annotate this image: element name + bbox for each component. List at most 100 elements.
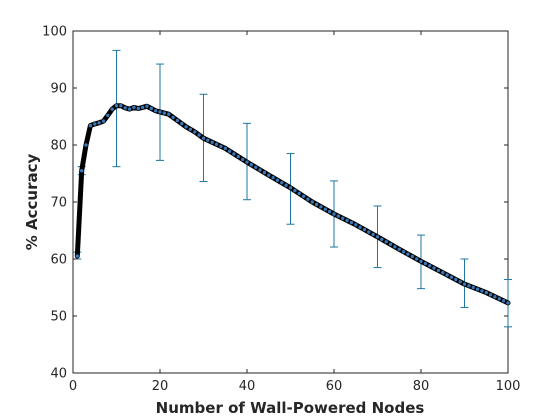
series-point xyxy=(380,237,384,241)
series-point xyxy=(232,152,236,156)
series-point xyxy=(428,264,432,268)
series-point xyxy=(484,290,488,295)
series-point xyxy=(140,105,145,110)
y-tick-label: 90 xyxy=(50,82,67,97)
series-point xyxy=(88,123,93,128)
x-tick-label: 0 xyxy=(69,379,77,394)
series-point xyxy=(410,254,414,259)
series-point xyxy=(449,275,454,279)
series-point xyxy=(227,149,232,153)
series-point xyxy=(384,240,388,244)
series-point xyxy=(158,110,162,114)
series-point xyxy=(101,119,106,123)
x-tick-label: 20 xyxy=(152,379,169,394)
series-point xyxy=(415,257,419,261)
y-tick-label: 70 xyxy=(50,196,67,211)
series-point xyxy=(354,223,358,227)
series-point xyxy=(106,113,110,118)
series-point xyxy=(80,169,84,173)
y-axis-ticks: 40 50 60 70 80 90 100 xyxy=(42,25,508,382)
series-point xyxy=(506,301,510,305)
series-point xyxy=(271,176,275,180)
series-point xyxy=(480,289,484,293)
series-point xyxy=(275,178,280,182)
series-point xyxy=(280,181,284,185)
x-axis-ticks: 0 20 40 60 80 100 xyxy=(69,31,521,394)
series-point xyxy=(462,282,467,286)
series-point xyxy=(336,214,340,218)
series-point xyxy=(162,111,166,115)
series-point xyxy=(254,165,258,169)
series-point xyxy=(436,268,441,273)
series-point xyxy=(488,293,493,297)
series-point xyxy=(188,127,193,131)
series-point xyxy=(127,107,132,111)
series-point xyxy=(119,104,123,108)
series-point xyxy=(245,160,249,164)
series-point xyxy=(314,202,319,207)
series-point xyxy=(445,273,449,277)
series-point xyxy=(284,183,288,187)
series-point xyxy=(110,107,114,111)
series-point xyxy=(236,154,240,159)
series-point xyxy=(345,218,349,223)
series-point xyxy=(371,232,375,237)
x-tick-label: 80 xyxy=(413,379,430,394)
y-tick-label: 50 xyxy=(50,310,67,325)
series-point xyxy=(319,205,323,209)
series-point xyxy=(184,125,188,129)
series-point xyxy=(93,122,97,126)
series-point xyxy=(201,136,206,140)
series-point xyxy=(262,170,267,175)
y-axis-label: % Accuracy xyxy=(23,154,41,251)
series-group xyxy=(74,103,511,306)
x-axis-label: Number of Wall-Powered Nodes xyxy=(156,399,425,417)
series-point xyxy=(249,163,253,167)
y-tick-label: 80 xyxy=(50,139,67,154)
series-point xyxy=(84,143,88,147)
series-point xyxy=(497,297,501,301)
series-point xyxy=(475,287,480,291)
series-point xyxy=(406,252,410,256)
series-point xyxy=(323,207,327,211)
series-point xyxy=(454,277,458,282)
series-point xyxy=(375,235,380,239)
series-point xyxy=(332,212,336,216)
series-point xyxy=(167,112,171,116)
series-point xyxy=(501,299,506,303)
series-point xyxy=(288,186,293,190)
series-point xyxy=(219,144,223,149)
series-point xyxy=(206,138,210,142)
series-point xyxy=(341,216,345,220)
series-point xyxy=(297,191,301,196)
series-point xyxy=(145,104,149,108)
series-point xyxy=(114,104,119,108)
series-point xyxy=(349,220,354,225)
series-point xyxy=(419,259,423,263)
series-point xyxy=(267,173,271,177)
series-point xyxy=(136,106,140,111)
series-point xyxy=(467,284,471,288)
series-point xyxy=(149,106,153,111)
series-point xyxy=(197,133,201,137)
series-point xyxy=(362,227,367,232)
series-point xyxy=(301,194,306,198)
x-tick-label: 100 xyxy=(496,379,521,394)
series-point xyxy=(432,266,436,270)
series-point xyxy=(154,109,158,113)
y-tick-label: 100 xyxy=(42,25,67,40)
x-tick-label: 40 xyxy=(239,379,256,394)
series-point xyxy=(123,106,127,110)
series-point xyxy=(75,254,80,258)
series-point xyxy=(175,118,180,123)
series-point xyxy=(171,115,175,120)
y-tick-label: 40 xyxy=(50,367,67,382)
y-tick-label: 60 xyxy=(50,253,67,268)
series-point xyxy=(180,121,184,126)
series-point xyxy=(210,140,214,144)
series-point xyxy=(471,285,475,290)
series-point xyxy=(358,225,362,229)
series-point xyxy=(397,247,401,251)
series-point xyxy=(214,142,219,146)
